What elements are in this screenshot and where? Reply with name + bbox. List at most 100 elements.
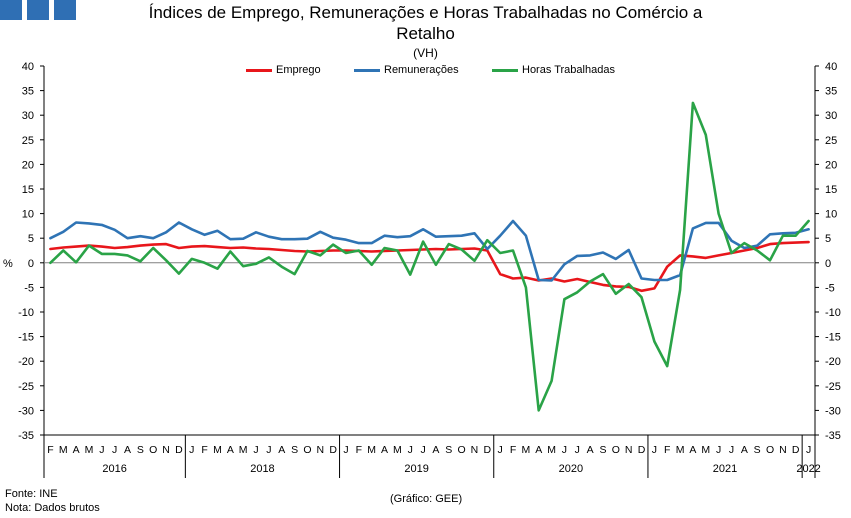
y-tick-label-left: -20 [18, 356, 34, 368]
gee-logo [0, 0, 76, 20]
y-tick-label-left: -25 [18, 381, 34, 393]
month-label: O [612, 444, 620, 456]
y-tick-label-left: 30 [22, 110, 34, 122]
source-note: Fonte: INE [5, 488, 58, 500]
month-label: A [587, 444, 594, 456]
legend-item-horas: Horas Trabalhadas [492, 64, 615, 76]
chart-title-line1: Índices de Emprego, Remunerações e Horas… [148, 3, 703, 22]
month-label: D [792, 444, 800, 456]
y-tick-label-left: 35 [22, 86, 34, 98]
month-label: F [201, 444, 207, 456]
month-label: N [625, 444, 633, 456]
month-label: F [664, 444, 670, 456]
year-label: 2019 [404, 463, 428, 475]
legend-item-remuneracoes: Remunerações [354, 64, 459, 76]
month-label: A [689, 444, 696, 456]
series-line-emprego [49, 240, 810, 293]
y-tick-label-right: 0 [825, 258, 831, 270]
y-tick-label-left: 10 [22, 209, 34, 221]
chart-subtitle: (VH) [413, 46, 438, 60]
month-label: O [458, 444, 466, 456]
month-label: J [716, 444, 721, 456]
month-label: M [59, 444, 68, 456]
month-label: F [356, 444, 362, 456]
month-label: M [676, 444, 685, 456]
year-label: 2016 [102, 463, 126, 475]
month-label: J [112, 444, 117, 456]
legend-label-horas: Horas Trabalhadas [522, 64, 615, 76]
y-tick-label-right: 10 [825, 209, 837, 221]
year-label: 2018 [250, 463, 274, 475]
y-tick-label-left: 25 [22, 135, 34, 147]
y-tick-label-left: 40 [22, 61, 34, 73]
y-tick-label-right: 40 [825, 61, 837, 73]
y-tick-label-right: -5 [825, 282, 835, 294]
month-label: A [381, 444, 388, 456]
y-tick-label-right: 15 [825, 184, 837, 196]
month-label: J [408, 444, 413, 456]
legend-swatch-emprego [246, 68, 272, 72]
month-label: D [638, 444, 646, 456]
month-label: O [766, 444, 774, 456]
month-label: N [316, 444, 324, 456]
month-label: M [367, 444, 376, 456]
month-label: J [806, 444, 811, 456]
month-label: J [420, 444, 425, 456]
month-label: J [575, 444, 580, 456]
chart-credit: (Gráfico: GEE) [390, 493, 463, 505]
month-label: A [432, 444, 439, 456]
month-label: J [253, 444, 258, 456]
y-tick-label-left: -30 [18, 405, 34, 417]
y-tick-label-right: 25 [825, 135, 837, 147]
month-label: J [266, 444, 271, 456]
month-label: N [162, 444, 170, 456]
month-label: O [149, 444, 157, 456]
legend-item-emprego: Emprego [246, 64, 321, 76]
legend-swatch-horas [492, 68, 518, 72]
y-tick-label-right: 20 [825, 159, 837, 171]
month-label: A [227, 444, 234, 456]
y-tick-label-right: -10 [825, 307, 841, 319]
y-tick-label-right: -35 [825, 430, 841, 442]
month-label: A [535, 444, 542, 456]
y-tick-label-left: -10 [18, 307, 34, 319]
legend-label-emprego: Emprego [276, 64, 321, 76]
month-label: D [329, 444, 337, 456]
year-label: 2021 [713, 463, 737, 475]
y-tick-label-left: -35 [18, 430, 34, 442]
chart-title: Índices de Emprego, Remunerações e Horas… [0, 2, 851, 44]
month-label: O [303, 444, 311, 456]
y-tick-label-right: 5 [825, 233, 831, 245]
chart-title-line2: Retalho [396, 24, 455, 43]
legend-label-remuneracoes: Remunerações [384, 64, 459, 76]
month-label: M [701, 444, 710, 456]
y-tick-label-left: 15 [22, 184, 34, 196]
month-label: N [471, 444, 479, 456]
series-line-horas-trabalhadas [49, 101, 810, 412]
y-tick-label-right: -15 [825, 332, 841, 344]
month-label: S [445, 444, 452, 456]
y-tick-label-right: 30 [825, 110, 837, 122]
month-label: D [484, 444, 492, 456]
month-label: M [213, 444, 222, 456]
y-tick-label-right: 35 [825, 86, 837, 98]
month-label: J [729, 444, 734, 456]
month-label: M [393, 444, 402, 456]
month-label: F [47, 444, 53, 456]
y-axis-label: % [3, 258, 13, 270]
y-tick-label-left: 5 [28, 233, 34, 245]
month-label: S [291, 444, 298, 456]
month-label: J [99, 444, 104, 456]
y-tick-label-left: -5 [24, 282, 34, 294]
y-tick-label-left: 0 [28, 258, 34, 270]
month-label: A [73, 444, 80, 456]
month-label: N [779, 444, 787, 456]
data-note: Nota: Dados brutos [5, 502, 100, 514]
y-tick-label-left: -15 [18, 332, 34, 344]
month-label: J [562, 444, 567, 456]
month-label: S [137, 444, 144, 456]
month-label: M [547, 444, 556, 456]
month-label: D [175, 444, 183, 456]
year-label: 2020 [559, 463, 583, 475]
year-label: 2022 [796, 463, 820, 475]
